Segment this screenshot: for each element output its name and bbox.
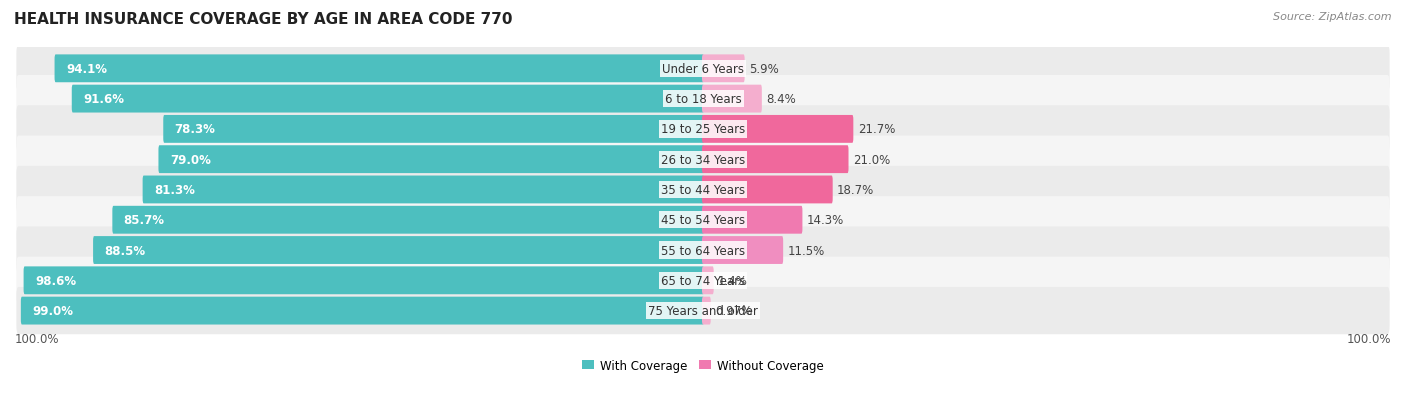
Text: 8.4%: 8.4% [766, 93, 796, 106]
FancyBboxPatch shape [702, 55, 745, 83]
Text: Source: ZipAtlas.com: Source: ZipAtlas.com [1274, 12, 1392, 22]
Text: 78.3%: 78.3% [174, 123, 215, 136]
Text: 65 to 74 Years: 65 to 74 Years [661, 274, 745, 287]
Text: 0.97%: 0.97% [716, 304, 752, 317]
FancyBboxPatch shape [702, 267, 714, 294]
FancyBboxPatch shape [17, 106, 1389, 153]
FancyBboxPatch shape [702, 206, 803, 234]
FancyBboxPatch shape [702, 297, 710, 325]
Legend: With Coverage, Without Coverage: With Coverage, Without Coverage [578, 354, 828, 377]
Text: 100.0%: 100.0% [1347, 332, 1391, 346]
FancyBboxPatch shape [163, 116, 704, 143]
FancyBboxPatch shape [17, 257, 1389, 304]
FancyBboxPatch shape [17, 136, 1389, 183]
Text: 91.6%: 91.6% [83, 93, 124, 106]
FancyBboxPatch shape [112, 206, 704, 234]
FancyBboxPatch shape [142, 176, 704, 204]
Text: 85.7%: 85.7% [124, 214, 165, 227]
Text: 6 to 18 Years: 6 to 18 Years [665, 93, 741, 106]
Text: 99.0%: 99.0% [32, 304, 73, 317]
FancyBboxPatch shape [21, 297, 704, 325]
Text: Under 6 Years: Under 6 Years [662, 63, 744, 76]
Text: 5.9%: 5.9% [749, 63, 779, 76]
Text: 45 to 54 Years: 45 to 54 Years [661, 214, 745, 227]
FancyBboxPatch shape [17, 76, 1389, 123]
Text: 21.7%: 21.7% [858, 123, 896, 136]
FancyBboxPatch shape [702, 85, 762, 113]
FancyBboxPatch shape [17, 166, 1389, 214]
FancyBboxPatch shape [702, 237, 783, 264]
Text: 88.5%: 88.5% [104, 244, 146, 257]
FancyBboxPatch shape [702, 146, 848, 174]
FancyBboxPatch shape [24, 267, 704, 294]
FancyBboxPatch shape [17, 227, 1389, 274]
Text: 81.3%: 81.3% [155, 183, 195, 197]
Text: 19 to 25 Years: 19 to 25 Years [661, 123, 745, 136]
Text: 14.3%: 14.3% [807, 214, 844, 227]
Text: 79.0%: 79.0% [170, 153, 211, 166]
FancyBboxPatch shape [55, 55, 704, 83]
Text: HEALTH INSURANCE COVERAGE BY AGE IN AREA CODE 770: HEALTH INSURANCE COVERAGE BY AGE IN AREA… [14, 12, 513, 27]
Text: 75 Years and older: 75 Years and older [648, 304, 758, 317]
Text: 35 to 44 Years: 35 to 44 Years [661, 183, 745, 197]
FancyBboxPatch shape [17, 197, 1389, 244]
Text: 98.6%: 98.6% [35, 274, 76, 287]
Text: 55 to 64 Years: 55 to 64 Years [661, 244, 745, 257]
Text: 26 to 34 Years: 26 to 34 Years [661, 153, 745, 166]
Text: 1.4%: 1.4% [718, 274, 748, 287]
Text: 21.0%: 21.0% [853, 153, 890, 166]
Text: 94.1%: 94.1% [66, 63, 107, 76]
FancyBboxPatch shape [17, 287, 1389, 335]
Text: 11.5%: 11.5% [787, 244, 825, 257]
Text: 18.7%: 18.7% [837, 183, 875, 197]
FancyBboxPatch shape [702, 116, 853, 143]
Text: 100.0%: 100.0% [15, 332, 59, 346]
FancyBboxPatch shape [702, 176, 832, 204]
FancyBboxPatch shape [159, 146, 704, 174]
FancyBboxPatch shape [17, 45, 1389, 93]
FancyBboxPatch shape [93, 237, 704, 264]
FancyBboxPatch shape [72, 85, 704, 113]
